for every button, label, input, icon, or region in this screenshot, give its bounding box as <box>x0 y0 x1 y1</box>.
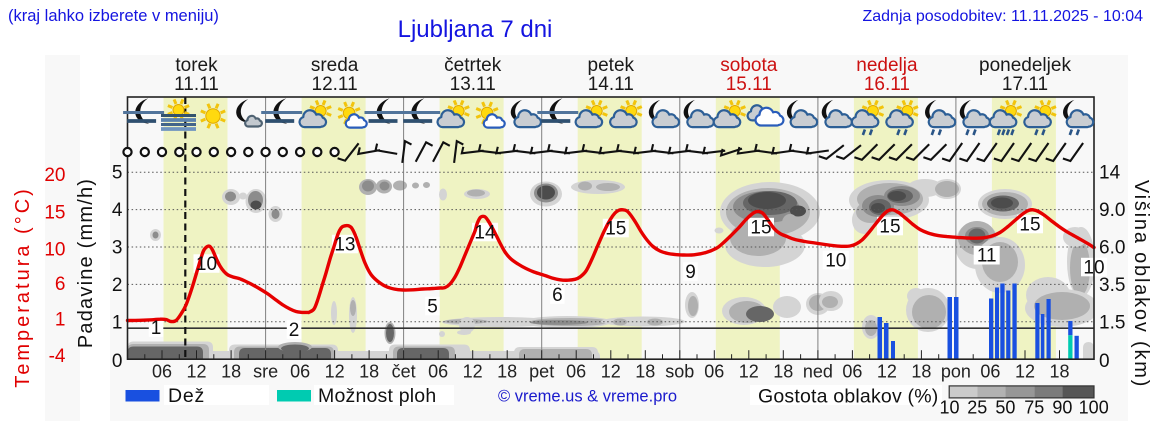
svg-text:Gostota oblakov (%): Gostota oblakov (%) <box>758 386 938 408</box>
svg-text:pet: pet <box>529 362 554 382</box>
svg-text:18: 18 <box>635 362 655 382</box>
svg-text:1.5: 1.5 <box>1099 312 1125 333</box>
svg-text:6.0: 6.0 <box>1099 238 1125 259</box>
svg-text:10: 10 <box>825 251 846 272</box>
svg-text:14: 14 <box>474 223 496 244</box>
svg-text:0: 0 <box>1099 351 1110 372</box>
svg-text:18: 18 <box>1049 362 1069 382</box>
svg-text:12: 12 <box>186 362 206 382</box>
svg-text:ponedeljek: ponedeljek <box>979 55 1071 76</box>
svg-text:9: 9 <box>685 262 696 283</box>
svg-text:18: 18 <box>773 362 793 382</box>
svg-text:-4: -4 <box>49 346 66 367</box>
svg-text:2: 2 <box>289 320 300 341</box>
svg-text:15.11: 15.11 <box>726 74 772 95</box>
svg-text:18: 18 <box>497 362 517 382</box>
svg-text:4: 4 <box>112 200 123 221</box>
svg-text:6: 6 <box>552 285 563 306</box>
svg-text:18: 18 <box>911 362 931 382</box>
svg-text:10: 10 <box>196 254 217 275</box>
svg-text:© vreme.us & vreme.pro: © vreme.us & vreme.pro <box>498 388 677 406</box>
svg-text:3.5: 3.5 <box>1099 275 1125 296</box>
svg-text:12: 12 <box>463 362 483 382</box>
svg-text:Padavine (mm/h): Padavine (mm/h) <box>75 178 97 348</box>
svg-text:06: 06 <box>428 362 448 382</box>
svg-text:5: 5 <box>112 163 123 184</box>
svg-text:12: 12 <box>877 362 897 382</box>
svg-text:Možnost ploh: Možnost ploh <box>318 385 436 407</box>
svg-text:Temperatura (°C): Temperatura (°C) <box>12 186 34 388</box>
svg-text:1: 1 <box>151 318 162 339</box>
svg-text:Zadnja posodobitev: 11.11.2025: Zadnja posodobitev: 11.11.2025 - 10:04 <box>862 8 1143 25</box>
svg-text:pon: pon <box>941 362 971 382</box>
svg-text:12: 12 <box>739 362 759 382</box>
svg-text:12: 12 <box>601 362 621 382</box>
svg-text:četrtek: četrtek <box>444 55 502 76</box>
svg-text:1: 1 <box>112 312 123 333</box>
svg-text:11: 11 <box>977 246 997 267</box>
svg-text:torek: torek <box>175 55 218 76</box>
svg-text:25: 25 <box>967 398 987 418</box>
svg-text:13.11: 13.11 <box>450 74 496 95</box>
svg-text:06: 06 <box>704 362 724 382</box>
svg-text:10: 10 <box>939 398 959 418</box>
svg-text:06: 06 <box>290 362 310 382</box>
svg-text:16.11: 16.11 <box>864 74 910 95</box>
svg-text:12: 12 <box>1015 362 1035 382</box>
svg-text:3: 3 <box>112 238 123 259</box>
svg-text:petek: petek <box>588 55 635 76</box>
svg-text:ned: ned <box>803 362 833 382</box>
svg-text:15: 15 <box>44 203 65 224</box>
svg-text:15: 15 <box>1019 215 1040 236</box>
svg-text:nedelja: nedelja <box>856 55 918 76</box>
svg-text:6: 6 <box>55 274 66 295</box>
svg-text:10: 10 <box>44 240 65 261</box>
svg-text:5: 5 <box>427 297 438 318</box>
svg-text:11.11: 11.11 <box>174 74 219 95</box>
svg-text:sob: sob <box>665 362 694 382</box>
svg-text:1: 1 <box>55 309 66 330</box>
svg-text:14.11: 14.11 <box>588 74 634 95</box>
svg-text:14: 14 <box>1099 163 1121 184</box>
svg-text:20: 20 <box>44 165 65 186</box>
svg-text:17.11: 17.11 <box>1002 74 1048 95</box>
svg-text:sobota: sobota <box>720 55 777 76</box>
svg-text:0: 0 <box>112 351 123 372</box>
svg-text:Višina oblakov (km): Višina oblakov (km) <box>1130 180 1152 388</box>
svg-text:18: 18 <box>359 362 379 382</box>
svg-text:15: 15 <box>605 219 626 240</box>
svg-text:2: 2 <box>112 275 123 296</box>
svg-text:06: 06 <box>152 362 172 382</box>
svg-text:(kraj lahko izberete v meniju): (kraj lahko izberete v meniju) <box>8 7 219 25</box>
svg-text:13: 13 <box>334 235 355 256</box>
svg-text:75: 75 <box>1024 398 1044 418</box>
svg-text:90: 90 <box>1052 398 1072 418</box>
svg-text:Dež: Dež <box>168 385 205 407</box>
svg-text:9.0: 9.0 <box>1099 200 1125 221</box>
svg-text:čet: čet <box>392 362 416 382</box>
svg-text:06: 06 <box>842 362 862 382</box>
svg-text:12.11: 12.11 <box>312 74 358 95</box>
svg-text:06: 06 <box>566 362 586 382</box>
svg-text:sreda: sreda <box>311 55 359 76</box>
svg-text:06: 06 <box>980 362 1000 382</box>
svg-text:100: 100 <box>1079 398 1109 418</box>
svg-text:Ljubljana 7 dni: Ljubljana 7 dni <box>398 16 553 43</box>
svg-text:15: 15 <box>750 218 771 239</box>
svg-text:18: 18 <box>221 362 241 382</box>
svg-text:12: 12 <box>325 362 345 382</box>
svg-text:15: 15 <box>879 217 900 238</box>
svg-text:sre: sre <box>253 362 278 382</box>
svg-text:50: 50 <box>995 398 1015 418</box>
